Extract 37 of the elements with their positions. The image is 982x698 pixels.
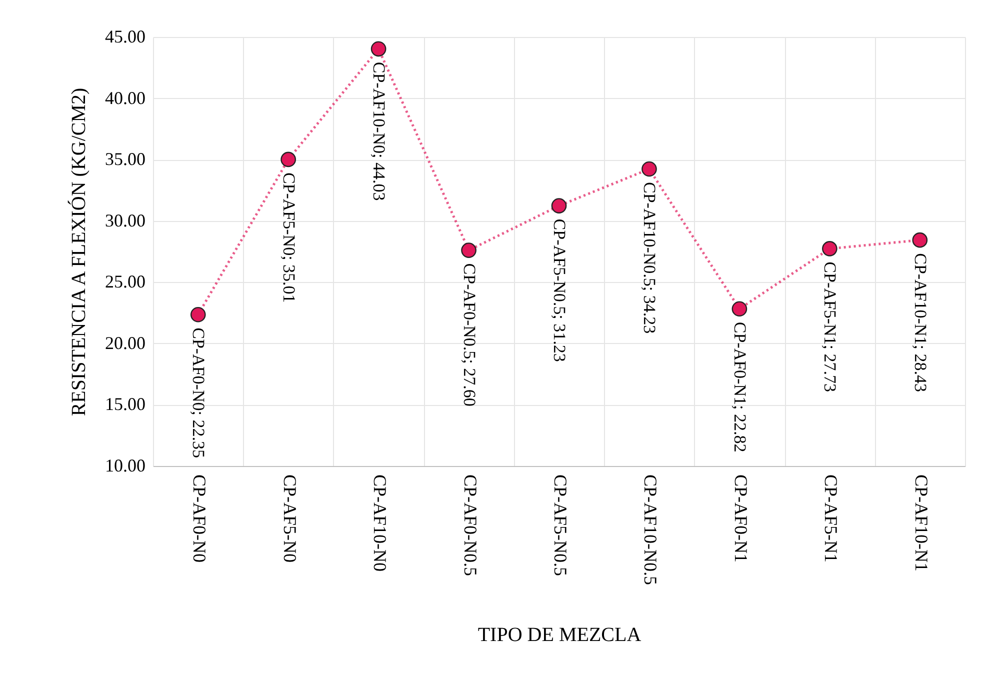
- y-axis-title: RESISTENCIA A FLEXIÓN (KG/CM2): [67, 88, 90, 416]
- data-label: CP-AF0-N1; 22.82: [730, 322, 750, 452]
- y-tick-label: 15.00: [105, 394, 146, 414]
- data-label: CP-AF5-N0.5; 31.23: [550, 218, 569, 362]
- y-tick-label: 25.00: [105, 272, 146, 292]
- data-label: CP-AF0-N0; 22.35: [189, 328, 208, 458]
- data-label: CP-AF10-N1; 28.43: [910, 253, 930, 392]
- x-tick-label: CP-AF10-N1: [911, 474, 932, 572]
- point: [822, 241, 838, 256]
- y-tick-label: 20.00: [105, 332, 146, 353]
- point: [461, 242, 476, 258]
- x-tick-label: CP-AF5-N0.5: [550, 474, 570, 576]
- point: [190, 306, 206, 322]
- y-tick-label: 35.00: [105, 149, 146, 170]
- y-tick-label: 45.00: [105, 26, 146, 46]
- data-label: CP-AF0-N0.5; 27.60: [460, 263, 479, 406]
- y-tick-label: 40.00: [105, 88, 146, 108]
- point: [551, 198, 567, 214]
- y-tick-label: 10.00: [105, 456, 146, 476]
- data-label: CP-AF10-N0; 44.03: [370, 62, 389, 201]
- x-tick-label: CP-AF0-N0: [190, 474, 210, 563]
- data-label: CP-AF5-N1; 27.73: [820, 262, 840, 392]
- x-tick-label: CP-AF0-N0.5: [460, 474, 480, 576]
- point: [732, 301, 748, 317]
- x-tick-label: CP-AF10-N0.5: [640, 474, 661, 586]
- x-tick-label: CP-AF10-N0: [370, 474, 390, 572]
- x-axis-title: TIPO DE MEZCLA: [478, 624, 642, 646]
- x-tick-label: CP-AF0-N1: [730, 474, 751, 563]
- point: [370, 41, 386, 57]
- y-tick-label: 30.00: [105, 210, 146, 230]
- x-tick-label: CP-AF5-N0: [280, 474, 300, 563]
- point: [912, 232, 928, 248]
- point: [642, 161, 657, 177]
- point: [280, 152, 296, 168]
- data-label: CP-AF10-N0.5; 34.23: [640, 182, 660, 334]
- data-label: CP-AF5-N0; 35.01: [279, 172, 298, 303]
- x-tick-label: CP-AF5-N1: [821, 474, 842, 563]
